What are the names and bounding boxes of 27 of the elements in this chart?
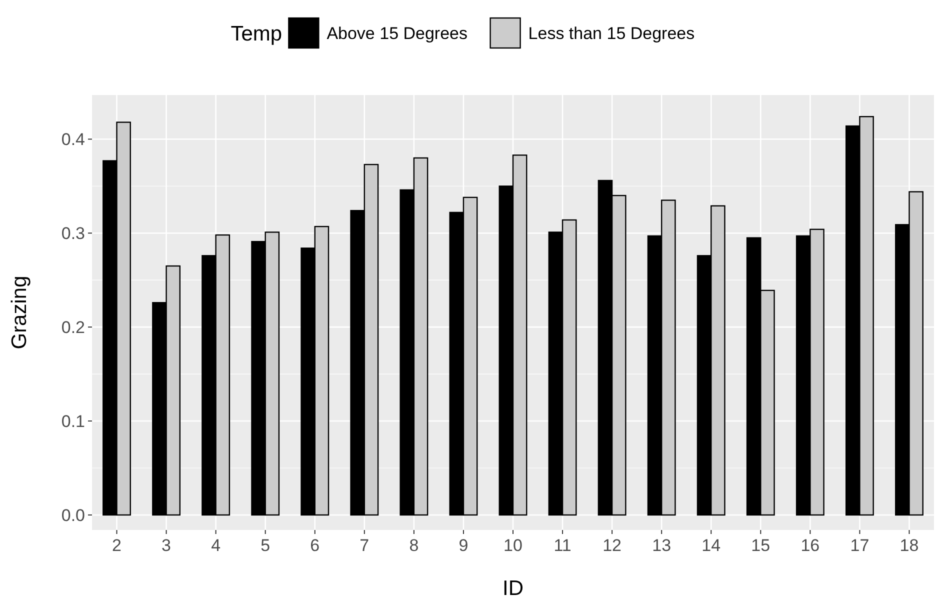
x-tick-label: 6 [310, 536, 320, 555]
legend-label: Less than 15 Degrees [528, 24, 695, 43]
x-tick-label: 17 [850, 536, 870, 555]
x-tick-label: 2 [112, 536, 122, 555]
x-tick-label: 7 [360, 536, 370, 555]
x-tick-label: 15 [751, 536, 770, 555]
legend-title: Temp [230, 22, 282, 46]
x-tick-label: 18 [900, 536, 919, 555]
legend-label: Above 15 Degrees [326, 24, 468, 43]
y-tick-label: 0.0 [61, 506, 85, 525]
x-tick-label: 3 [162, 536, 172, 555]
x-tick-label: 10 [504, 536, 522, 555]
x-tick-label: 5 [260, 536, 270, 555]
x-tick-label: 13 [652, 536, 672, 555]
y-tick-label: 0.4 [61, 130, 85, 150]
x-tick-label: 11 [554, 536, 572, 555]
x-tick-label: 8 [409, 536, 419, 555]
y-tick-label: 0.3 [61, 224, 85, 244]
x-tick-label: 16 [800, 536, 820, 555]
y-axis-title: Grazing [8, 276, 31, 350]
x-tick-label: 14 [702, 536, 721, 555]
x-tick-label: 12 [602, 536, 622, 555]
x-tick-label: 4 [211, 536, 221, 555]
y-tick-label: 0.1 [61, 412, 85, 431]
x-tick-label: 9 [458, 536, 468, 555]
x-axis-title: ID [502, 577, 524, 600]
y-tick-label: 0.2 [61, 318, 85, 338]
